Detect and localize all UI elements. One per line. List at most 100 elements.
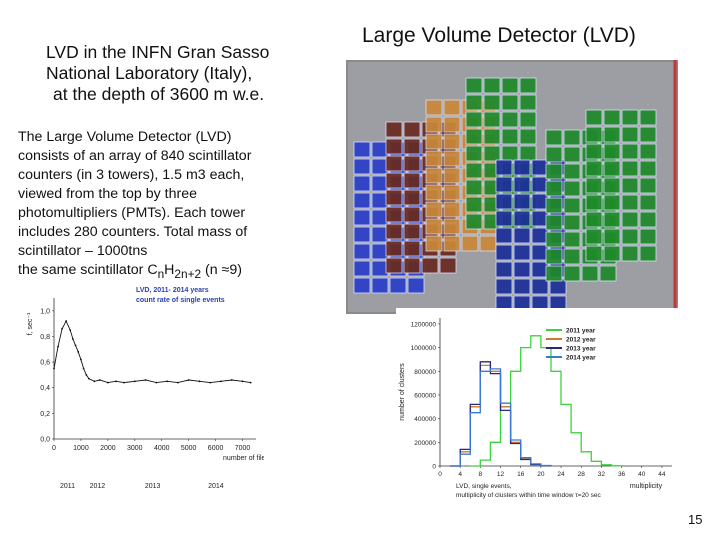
detector-counter	[563, 231, 581, 248]
legend-label: 2012 year	[566, 337, 596, 344]
x-tick-label: 16	[517, 471, 525, 478]
detector-counter	[443, 218, 461, 235]
detector-counter	[603, 245, 621, 262]
slide-title: Large Volume Detector (LVD)	[362, 24, 636, 47]
y-tick-label: 200000	[414, 440, 436, 447]
detector-counter	[639, 245, 657, 262]
detector-counter	[403, 240, 421, 257]
detector-counter	[495, 176, 513, 193]
detector-counter	[639, 177, 657, 194]
detector-towers	[353, 77, 657, 312]
detector-counter	[513, 193, 531, 210]
x-tick-label: 40	[638, 471, 646, 478]
detector-counter	[585, 211, 603, 228]
detector-counter	[495, 210, 513, 227]
x-tick-label: 3000	[127, 445, 143, 452]
x-tick-label: 1000	[73, 445, 89, 452]
detector-counter	[603, 160, 621, 177]
detector-counter	[639, 228, 657, 245]
count-rate-chart: 0,0 0,2 0,4 0,6 0,8 1,0 0 1000 2000 3000 4000 5000 6…	[27, 287, 264, 490]
rate-point	[249, 381, 252, 384]
detector-counter	[443, 116, 461, 133]
detector-counter	[545, 180, 563, 197]
rate-point	[187, 379, 190, 381]
y-tick-label: 400000	[414, 416, 436, 423]
x-tick-label: 0	[438, 471, 442, 478]
detector-counter	[603, 109, 621, 126]
rate-point	[220, 380, 222, 383]
description-line: photomultipliers (PMTs). Each tower	[18, 205, 246, 221]
detector-counter	[439, 257, 457, 274]
detector-counter	[353, 209, 371, 226]
year-label: 2013	[145, 483, 161, 490]
formula-sub-n: n	[157, 266, 165, 281]
description-line: viewed from the top by three	[18, 186, 198, 202]
detector-counter	[425, 167, 443, 184]
detector-counter	[621, 143, 639, 160]
x-tick-label: 32	[598, 471, 606, 478]
detector-counter	[563, 163, 581, 180]
y-tick-label: 800000	[414, 369, 436, 376]
y-tick-label: 0,0	[40, 437, 50, 444]
y-tick-label: 1000000	[411, 345, 437, 352]
detector-counter	[483, 111, 501, 128]
description-text: The Large Volume Detector (LVD) consists…	[18, 128, 318, 284]
detector-counter	[621, 177, 639, 194]
detector-counter	[353, 175, 371, 192]
detector-counter	[425, 133, 443, 150]
rate-point	[230, 379, 233, 381]
detector-counter	[545, 248, 563, 265]
rate-series-line	[53, 320, 251, 384]
detector-counter	[465, 128, 483, 145]
detector-counter	[639, 143, 657, 160]
detector-counter	[545, 146, 563, 163]
detector-counter	[501, 94, 519, 111]
rate-point	[65, 320, 68, 322]
detector-counter	[495, 244, 513, 261]
detector-counter	[495, 159, 513, 176]
detector-counter	[443, 133, 461, 150]
rate-point	[144, 379, 147, 381]
detector-counter	[425, 201, 443, 218]
detector-counter	[603, 143, 621, 160]
detector-counter	[443, 167, 461, 184]
detector-counter	[581, 265, 599, 282]
detector-counter	[465, 179, 483, 196]
year-label: 2011	[60, 483, 75, 490]
detector-counter	[545, 231, 563, 248]
detector-counter	[599, 265, 617, 282]
rate-point	[209, 381, 212, 384]
detector-counter	[465, 196, 483, 213]
detector-counter	[585, 143, 603, 160]
detector-counter	[531, 261, 549, 278]
detector-counter	[425, 116, 443, 133]
rate-point	[133, 380, 136, 383]
rate-point	[98, 379, 101, 381]
multiplicity-chart: 0 200000 400000 600000 800000 1000000 1200000 0…	[396, 308, 688, 526]
x-tick-label: 4000	[154, 445, 170, 452]
detector-counter	[513, 227, 531, 244]
legend-label: 2014 year	[566, 355, 596, 362]
x-axis-label: number of files	[223, 455, 264, 462]
title-line: LVD in the INFN Gran Sasso	[46, 42, 270, 62]
y-tick-label: 0,6	[40, 360, 50, 367]
detector-counter	[425, 150, 443, 167]
detector-counter	[425, 184, 443, 201]
detector-counter	[483, 128, 501, 145]
detector-counter	[563, 180, 581, 197]
x-tick-label: 28	[578, 471, 586, 478]
detector-counter	[403, 121, 421, 138]
detector-counter	[501, 128, 519, 145]
rate-point	[85, 374, 88, 376]
detector-counter	[513, 244, 531, 261]
detector-counter	[531, 244, 549, 261]
detector-counter	[545, 163, 563, 180]
detector-counter	[585, 177, 603, 194]
rate-point	[74, 344, 77, 347]
rate-point	[115, 380, 117, 383]
detector-counter	[443, 150, 461, 167]
detector-counter	[443, 99, 461, 116]
detector-counter	[621, 194, 639, 211]
y-axis-label: number of clusters	[399, 363, 406, 421]
rate-point	[198, 380, 201, 383]
